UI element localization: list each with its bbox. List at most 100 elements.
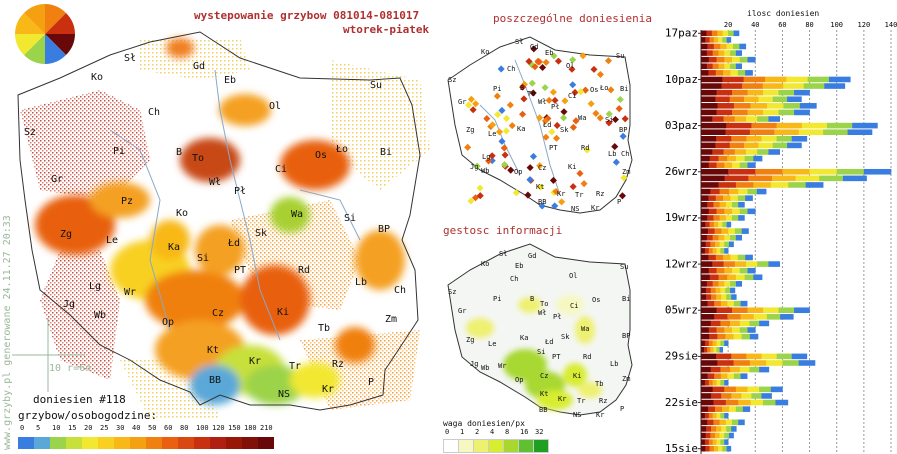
city-label: Zm (385, 314, 398, 325)
city-label: Kt (536, 183, 545, 191)
report-marker (611, 143, 619, 151)
city-label: Sz (448, 288, 457, 296)
city-label: Rd (581, 144, 590, 152)
legend-swatch (226, 437, 242, 449)
legend-value: 60 (164, 424, 173, 432)
city-label: Jg (63, 299, 76, 310)
bar (701, 142, 802, 149)
report-marker (552, 134, 561, 142)
city-label: Gd (528, 252, 537, 260)
bar (701, 30, 740, 37)
bar-chart: 20 40 60 80 100 120 140 17paz 10paz 03paz 26wrz 19w… (665, 21, 897, 454)
bar (701, 426, 737, 432)
report-marker (561, 97, 569, 105)
bar (701, 373, 748, 379)
report-marker (493, 92, 501, 100)
city-label: Wr (498, 362, 507, 370)
legend-swatch (66, 437, 82, 449)
bar (701, 267, 756, 274)
city-label: Wa (578, 114, 587, 122)
city-label: BB (539, 406, 548, 414)
city-label: Si (197, 253, 210, 264)
city-label: P (617, 198, 622, 206)
city-label: Bi (622, 295, 631, 303)
density-legend-swatch (503, 439, 519, 453)
bar (701, 228, 749, 234)
legend-swatch (162, 437, 178, 449)
city-label: BB (538, 198, 547, 206)
city-label: Ci (275, 164, 288, 175)
report-marker (558, 198, 566, 206)
city-label: Pi (493, 295, 502, 303)
city-label: Ka (520, 334, 529, 342)
legend-swatch (146, 437, 162, 449)
city-label: B (176, 147, 183, 158)
city-label: Lg (89, 281, 102, 292)
city-label: Wa (581, 325, 590, 333)
legend-value: 80 (180, 424, 189, 432)
density-legend-value: 0 (445, 428, 450, 436)
bar (701, 360, 816, 366)
city-label: Ko (176, 208, 189, 219)
bar (701, 116, 781, 122)
legend-value: 120 (212, 424, 225, 432)
city-label: Pz (121, 196, 134, 207)
x-tick-label: 140 (885, 21, 897, 29)
bar (701, 50, 743, 56)
report-marker (503, 114, 511, 122)
main-legend: 0 5 10 15 20 25 30 40 50 60 80 100 120 150 180 210 (18, 424, 288, 454)
main-map (12, 4, 430, 420)
bar (701, 122, 878, 129)
report-marker (524, 191, 532, 199)
density-map-title: gestosc informacji (443, 224, 563, 237)
city-label: B (520, 84, 525, 92)
bar (701, 201, 745, 208)
report-marker (611, 115, 619, 124)
bar (701, 168, 892, 175)
city-label: Lg (482, 153, 491, 161)
legend-swatch (130, 437, 146, 449)
city-label: Sł (515, 38, 524, 46)
city-label: To (540, 300, 549, 308)
city-label: Jg (470, 360, 479, 368)
city-label: Sz (448, 76, 457, 84)
city-label: Ch (148, 107, 161, 118)
density-legend-value: 2 (475, 428, 480, 436)
legend-value: 20 (84, 424, 93, 432)
city-label: Zg (466, 336, 475, 344)
bar (701, 109, 810, 116)
city-label: Ło (336, 144, 349, 155)
bar (701, 248, 729, 254)
date-label: 22sie (665, 396, 698, 409)
report-marker (536, 162, 544, 170)
report-marker (467, 95, 475, 103)
bar (701, 261, 781, 267)
city-label: Cz (540, 372, 549, 380)
city-label: Ch (510, 275, 519, 283)
city-label: NS (573, 411, 582, 419)
city-label: Zg (466, 126, 475, 134)
legend-swatch (114, 437, 130, 449)
city-label: Ko (481, 48, 490, 56)
city-label: Si (605, 116, 614, 124)
city-label: Pł (553, 313, 562, 321)
report-marker (495, 128, 504, 136)
chart-title: ilosc doniesien (747, 9, 820, 18)
density-legend-swatch (488, 439, 504, 453)
bar (701, 208, 756, 215)
legend-value: 5 (36, 424, 41, 432)
bar (701, 393, 772, 399)
bar (701, 215, 745, 221)
city-label: Ol (566, 62, 575, 70)
bar (701, 294, 737, 300)
city-label: Zm (622, 375, 631, 383)
city-label: Eb (545, 49, 554, 57)
city-label: To (192, 153, 205, 164)
city-label: PT (549, 144, 558, 152)
city-label: Rz (332, 359, 345, 370)
city-label: Su (616, 52, 625, 60)
bar (701, 406, 751, 412)
date-label: 19wrz (665, 211, 698, 224)
report-marker (605, 110, 613, 118)
density-legend-swatch (458, 439, 474, 453)
